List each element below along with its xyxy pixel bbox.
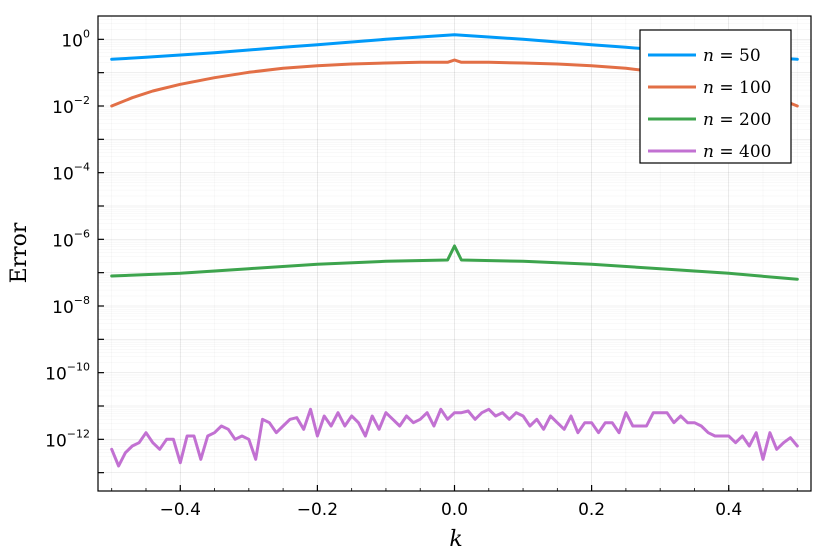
legend-label-n-400: n = 400 xyxy=(703,142,771,162)
y-tick-label: 10−12 xyxy=(45,427,90,451)
x-tick-label: 0.4 xyxy=(715,500,742,520)
legend-label-n-100: n = 100 xyxy=(703,78,771,98)
x-tick-label: −0.2 xyxy=(297,500,338,520)
legend-label-n-50: n = 50 xyxy=(703,46,761,66)
x-tick-label: 0.0 xyxy=(441,500,468,520)
x-axis-label: k xyxy=(449,527,462,552)
x-tick-label: −0.4 xyxy=(160,500,201,520)
legend-box xyxy=(639,29,792,164)
axes xyxy=(97,15,812,492)
y-tick-label: 10−8 xyxy=(52,294,90,318)
legend-label-n-200: n = 200 xyxy=(703,110,771,130)
y-tick-label: 10−6 xyxy=(52,227,90,251)
legend: n = 50 n = 100 n = 200 n = 400 xyxy=(639,29,792,164)
y-tick-label: 10−4 xyxy=(52,161,90,185)
y-tick-label: 100 xyxy=(61,27,90,51)
y-axis-label: Error xyxy=(7,222,32,283)
x-tick-label: 0.2 xyxy=(578,500,605,520)
tick-labels: −0.4 −0.2 0.0 0.2 0.4 100 10−2 10−4 10−6 10−8 10−1… xyxy=(45,27,742,520)
series-line-n-400 xyxy=(110,407,799,468)
y-tick-label: 10−2 xyxy=(52,94,90,118)
y-tick-label: 10−10 xyxy=(45,361,90,385)
series-line-n-200 xyxy=(110,244,799,281)
grid-lines xyxy=(98,15,811,491)
